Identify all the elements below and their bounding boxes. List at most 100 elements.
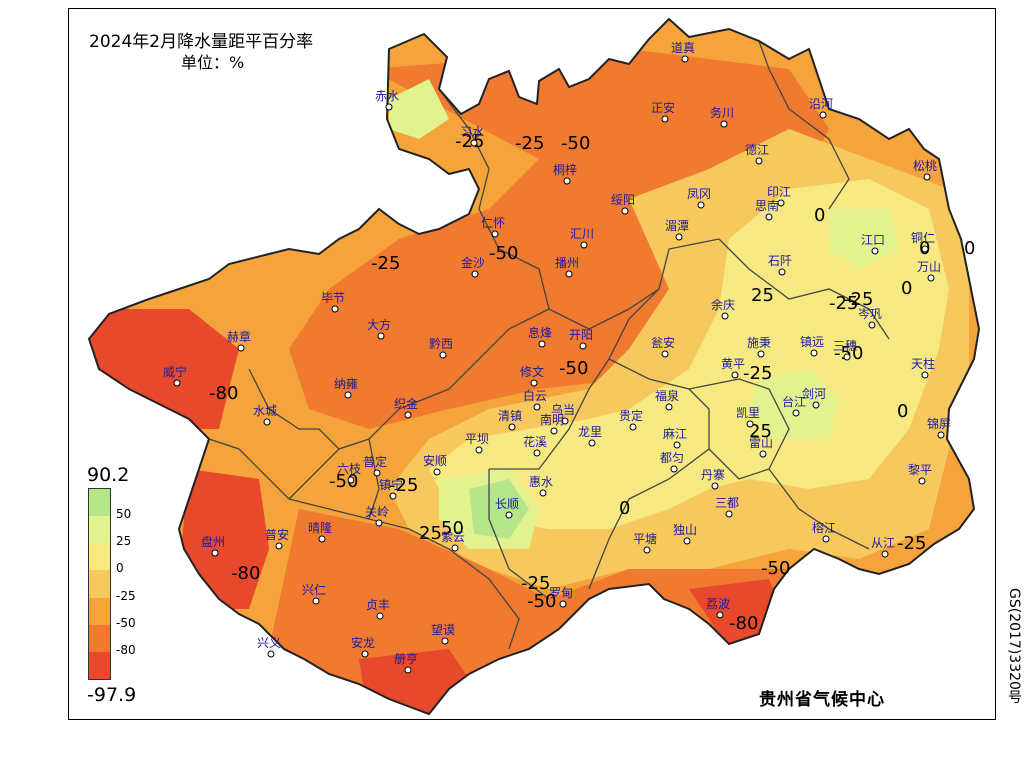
station-label: 兴义 bbox=[257, 636, 281, 650]
station-dot bbox=[675, 233, 683, 241]
station-label: 惠水 bbox=[529, 475, 553, 489]
station-label: 绥阳 bbox=[611, 193, 635, 207]
station-dot bbox=[475, 446, 483, 454]
station-label: 册亨 bbox=[394, 651, 418, 666]
station-dot bbox=[211, 549, 219, 557]
station-dot bbox=[579, 342, 587, 350]
contour-value-label: 25 bbox=[749, 421, 772, 442]
station-marker: 水城 bbox=[253, 404, 277, 426]
station-label: 乌当 bbox=[551, 402, 575, 417]
station-marker: 花溪 bbox=[523, 434, 547, 457]
station-marker: 瓮安 bbox=[651, 335, 675, 358]
station-label: 福泉 bbox=[655, 388, 679, 403]
station-dot bbox=[681, 55, 689, 63]
station-label: 岑巩 bbox=[858, 307, 882, 321]
station-dot bbox=[237, 344, 245, 352]
producer-credit: 贵州省气候中心 bbox=[759, 690, 885, 710]
station-dot bbox=[765, 213, 773, 221]
station-dot bbox=[757, 350, 765, 358]
contour-value-label: 25 bbox=[751, 285, 774, 306]
station-label: 赫章 bbox=[227, 329, 251, 344]
station-dot bbox=[580, 241, 588, 249]
contour-value-label: -25 bbox=[455, 131, 484, 152]
station-marker: 惠水 bbox=[529, 475, 553, 497]
station-label: 紫云 bbox=[441, 530, 465, 544]
station-label: 余庆 bbox=[711, 297, 735, 312]
station-label: 桐梓 bbox=[553, 162, 577, 177]
station-label: 锦屏 bbox=[927, 417, 951, 431]
legend-tick-label: 50 bbox=[116, 507, 132, 522]
station-label: 习水 bbox=[460, 125, 484, 139]
station-marker: 丹寨 bbox=[701, 467, 725, 490]
station-marker: 岑巩 bbox=[858, 307, 882, 329]
station-label: 三都 bbox=[715, 496, 739, 510]
legend-tick-label: -25 bbox=[116, 588, 136, 603]
station-dot bbox=[451, 544, 459, 552]
station-marker: 仁怀 bbox=[481, 216, 505, 238]
station-dot bbox=[376, 612, 384, 620]
station-dot bbox=[670, 465, 678, 473]
station-marker: 施秉 bbox=[747, 336, 771, 358]
station-dot bbox=[559, 600, 567, 608]
station-marker: 乌当 bbox=[551, 402, 575, 425]
station-dot bbox=[725, 510, 733, 518]
station-dot bbox=[843, 353, 851, 361]
station-marker: 毕节 bbox=[321, 291, 345, 313]
contour-value-label: -50 bbox=[561, 133, 590, 154]
station-marker: 印江 bbox=[767, 185, 791, 207]
station-label: 普定 bbox=[363, 454, 387, 469]
station-label: 织金 bbox=[394, 396, 418, 411]
station-label: 独山 bbox=[673, 523, 697, 537]
station-label: 道真 bbox=[671, 41, 695, 55]
station-label: 铜仁 bbox=[911, 230, 935, 245]
station-dot bbox=[377, 332, 385, 340]
station-marker: 江口 bbox=[861, 233, 885, 255]
contour-value-label: -80 bbox=[231, 563, 260, 584]
station-label: 罗甸 bbox=[549, 586, 573, 600]
station-marker: 罗甸 bbox=[549, 586, 573, 608]
station-label: 平坝 bbox=[465, 432, 489, 446]
station-marker: 贵定 bbox=[619, 408, 643, 431]
station-label: 印江 bbox=[767, 185, 791, 199]
station-dot bbox=[533, 403, 541, 411]
station-label: 毕节 bbox=[321, 291, 345, 305]
station-dot bbox=[921, 371, 929, 379]
contour-value-label: -50 bbox=[761, 558, 790, 579]
station-label: 水城 bbox=[253, 404, 277, 418]
station-marker: 桐梓 bbox=[553, 162, 577, 185]
station-label: 白云 bbox=[523, 388, 547, 403]
station-dot bbox=[404, 666, 412, 674]
station-label: 安顺 bbox=[423, 453, 447, 468]
map-title: 2024年2月降水量距平百分率 bbox=[89, 32, 314, 52]
station-dot bbox=[810, 349, 818, 357]
station-dot bbox=[720, 120, 728, 128]
contour-value-label: -50 bbox=[834, 343, 863, 364]
station-marker: 黄平 bbox=[721, 357, 745, 379]
station-label: 凯里 bbox=[736, 406, 760, 420]
station-dot bbox=[491, 230, 499, 238]
station-marker: 汇川 bbox=[570, 227, 594, 249]
station-marker: 兴义 bbox=[257, 636, 281, 658]
contour-value-label: 0 bbox=[619, 498, 630, 519]
station-marker: 播州 bbox=[555, 256, 579, 278]
station-dot bbox=[683, 537, 691, 545]
station-label: 赤水 bbox=[375, 89, 399, 103]
station-dot bbox=[375, 519, 383, 527]
station-marker: 贞丰 bbox=[366, 598, 390, 620]
station-marker: 开阳 bbox=[569, 328, 593, 350]
station-dot bbox=[621, 207, 629, 215]
station-label: 思南 bbox=[755, 198, 779, 213]
station-dot bbox=[746, 420, 754, 428]
station-marker: 纳雍 bbox=[334, 376, 358, 399]
station-dot bbox=[275, 542, 283, 550]
station-dot bbox=[673, 441, 681, 449]
station-label: 花溪 bbox=[523, 434, 547, 449]
contour-value-label: 0 bbox=[964, 238, 975, 259]
contour-value-label: -25 bbox=[897, 533, 926, 554]
station-marker: 长顺 bbox=[495, 497, 519, 519]
station-marker: 镇宁 bbox=[379, 477, 403, 500]
station-dot bbox=[433, 468, 441, 476]
station-dot bbox=[661, 350, 669, 358]
contour-value-label: 0 bbox=[814, 205, 825, 226]
